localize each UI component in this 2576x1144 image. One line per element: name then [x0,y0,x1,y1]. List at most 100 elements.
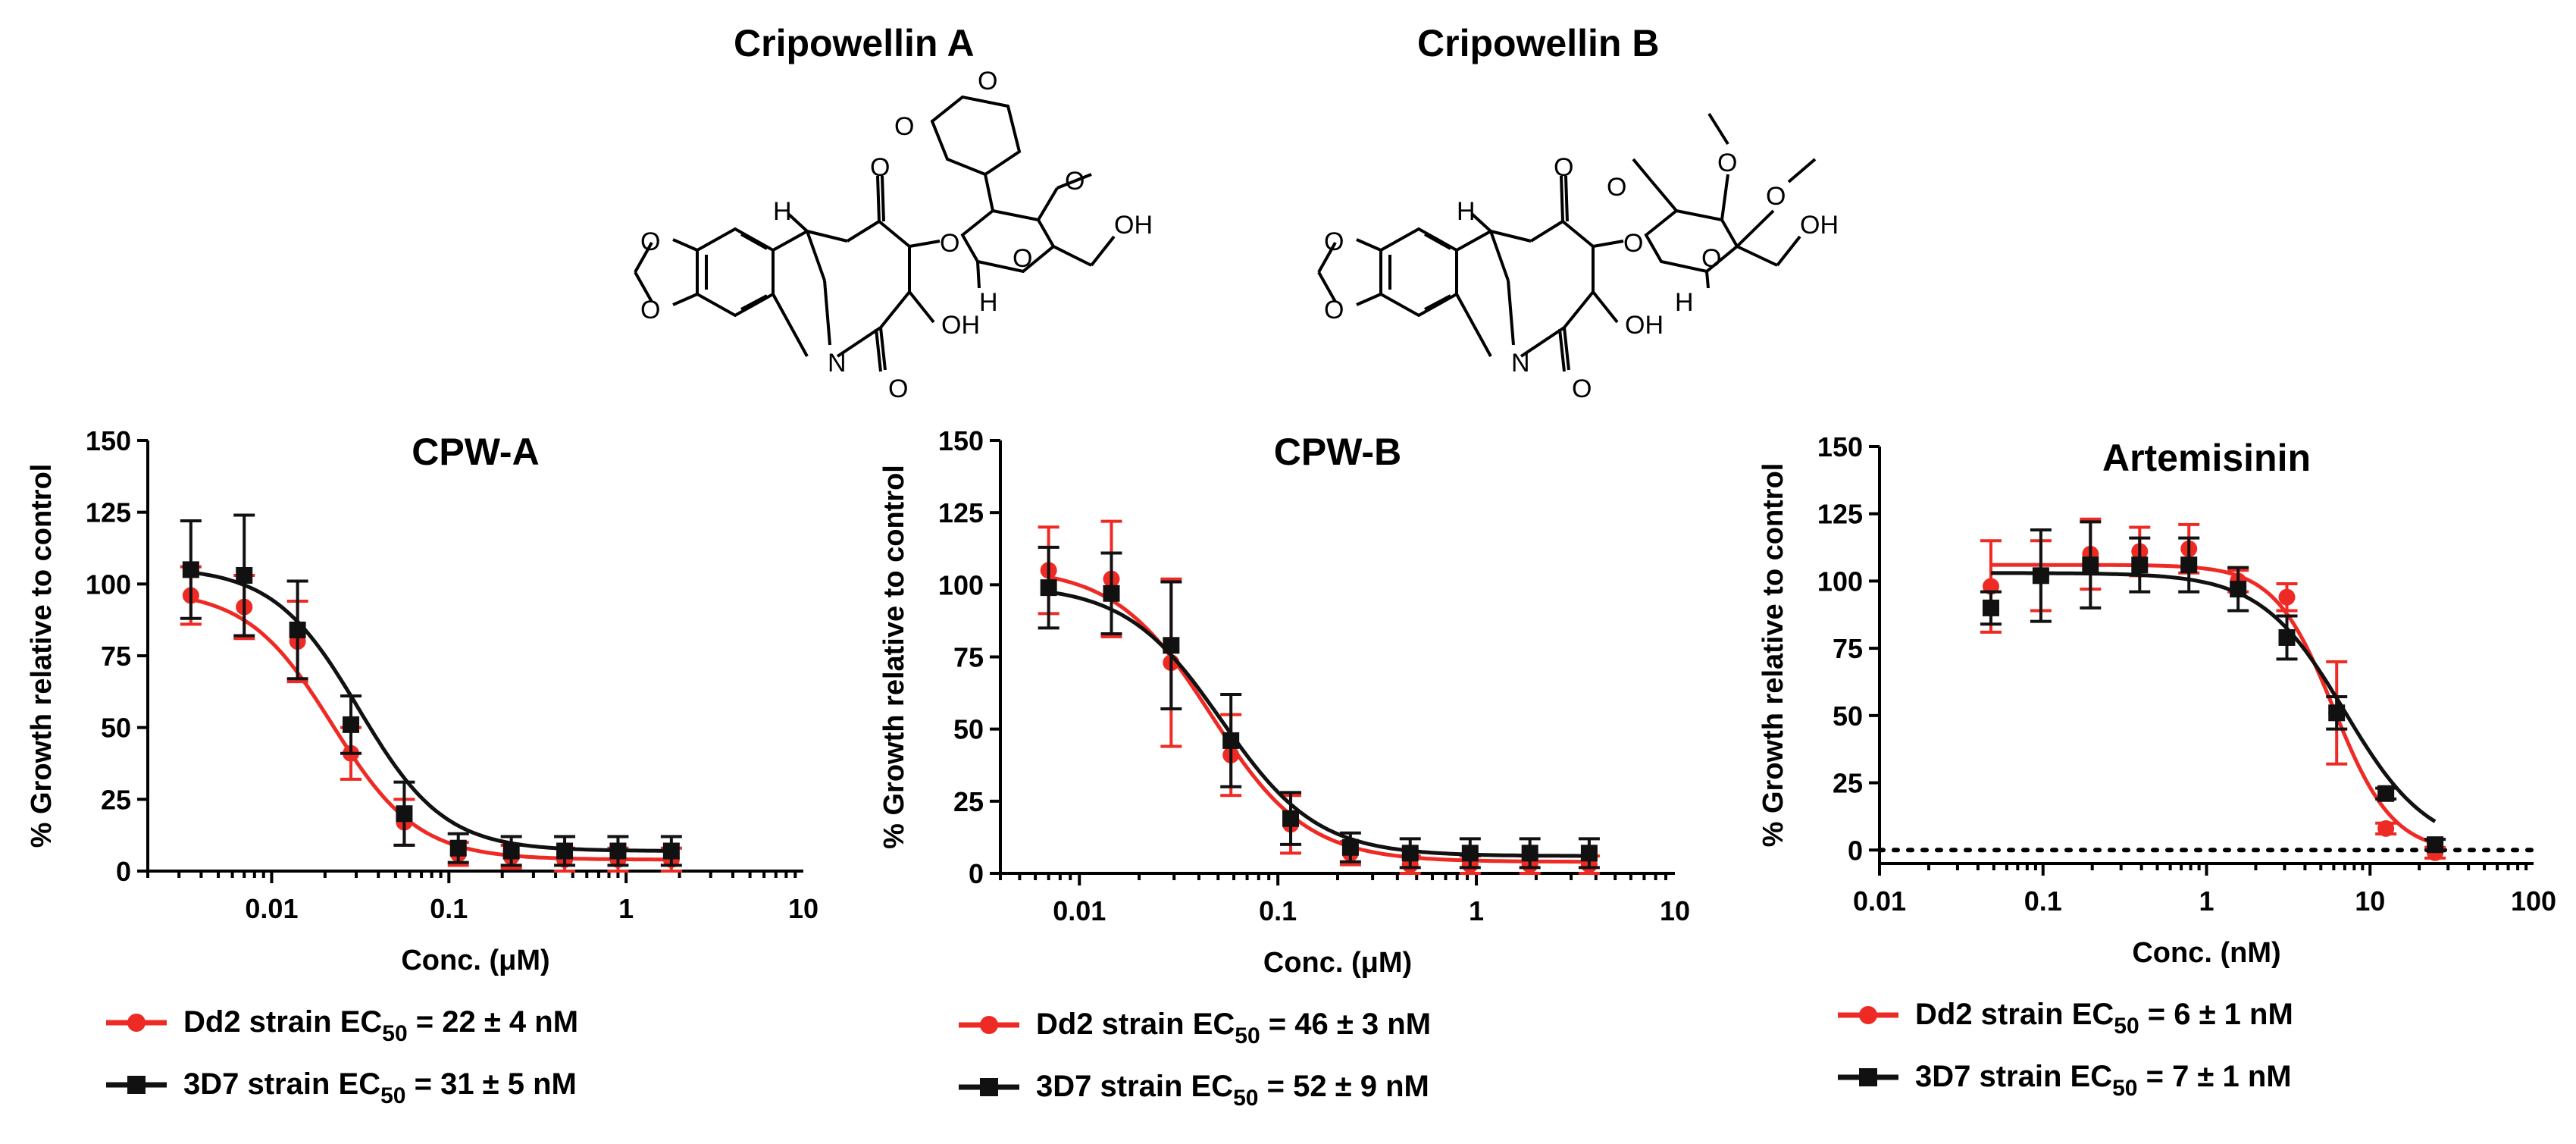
y-tick-label: 75 [101,641,131,672]
x-tick-label: 1 [1469,895,1484,926]
structure-title-cripowellin-a: Cripowellin A [734,22,975,64]
data-point [2427,836,2444,854]
x-tick-label: 100 [2511,885,2556,917]
y-tick-label: 0 [116,856,131,887]
fit-curve [1991,563,2436,846]
fit-curve [1048,575,1589,864]
x-axis-label: Conc. (μM) [401,945,549,976]
fit-curve [1991,571,2437,823]
y-tick-label: 50 [101,713,131,744]
atom-label: N [1511,349,1530,378]
y-axis-label: % Growth relative to control [878,465,910,849]
legend-label: 3D7 strain EC50 = 31 ± 5 nM [183,1067,577,1108]
atom-label: O [1572,375,1592,403]
atom-label: OH [1800,211,1839,240]
y-axis-label: % Growth relative to control [26,464,58,848]
legend-marker [127,1076,146,1094]
x-tick-label: 0.1 [430,893,468,924]
atom-label: O [1324,227,1344,256]
atom-label: O [640,296,660,324]
atom-label: N [828,349,847,378]
structure-title-cripowellin-b: Cripowellin B [1417,22,1660,64]
data-point [2377,785,2395,802]
y-tick-label: 125 [938,497,984,528]
atom-label: O [888,375,908,403]
legend-marker [980,1078,998,1096]
y-tick-label: 125 [1817,499,1863,530]
data-point [2180,556,2198,574]
legend-marker [980,1016,998,1034]
atom-label: OH [1625,311,1664,340]
y-tick-label: 25 [1833,768,1863,799]
y-tick-label: 100 [938,569,984,600]
y-tick-label: 0 [969,858,984,889]
y-tick-label: 150 [86,425,131,456]
y-tick-label: 25 [953,786,984,817]
atom-label: O [640,227,660,256]
fit-curve [190,597,671,862]
data-point [1103,585,1120,602]
data-point [609,842,627,860]
series-3d7: 3D7 strain EC50 = 52 ± 9 nM [959,545,1600,1111]
atom-label: O [1013,244,1032,273]
x-tick-label: 10 [788,893,818,924]
x-tick-label: 0.01 [245,893,298,924]
x-tick-label: 0.01 [1053,895,1106,926]
atom-label: O [1324,296,1344,324]
data-point [1461,845,1479,862]
atom-label: O [1554,153,1573,182]
data-point [2230,581,2247,598]
atom-label: OH [941,311,980,340]
x-tick-label: 0.1 [2024,885,2062,917]
data-point [449,839,467,857]
legend-label: Dd2 strain EC50 = 22 ± 4 nM [183,1005,578,1046]
data-point [2032,567,2049,585]
data-point [2278,628,2296,646]
x-tick-label: 0.01 [1853,885,1906,917]
chart-title: Artemisinin [2102,437,2311,479]
data-point [1341,838,1359,856]
atom-label: O [894,112,914,141]
fit-curve [190,570,671,853]
y-axis-label: % Growth relative to control [1758,463,1789,848]
data-point [2278,588,2296,606]
y-tick-label: 50 [1833,701,1863,732]
data-point [2082,556,2099,574]
chart-title: CPW-B [1274,431,1401,473]
x-axis-label: Conc. (nM) [2132,937,2280,969]
data-point [502,842,520,860]
data-point [396,805,413,823]
legend-label: Dd2 strain EC50 = 6 ± 1 nM [1915,998,2293,1039]
atom-label: H [1675,288,1694,317]
series-dd2: Dd2 strain EC50 = 22 ± 4 nM [106,565,682,1046]
data-point [1040,579,1057,597]
atom-label: O [978,67,997,96]
atom-label: O [1701,244,1721,273]
data-point [1163,637,1180,654]
y-tick-label: 0 [1848,835,1863,866]
data-point [1521,845,1538,862]
legend-marker [127,1014,146,1032]
atom-label: O [870,153,890,182]
structure-cripowellin-a-labels: O O H O N O OH O H O OH O O O [640,67,1153,403]
atom-label: O [1766,182,1786,211]
atom-label: O [1607,173,1626,202]
chemical-structures: O O H O N O OH O H O OH O O O [634,67,1839,403]
y-tick-label: 50 [953,714,984,745]
structure-cripowellin-a [634,95,1116,372]
structure-cripowellin-b-labels: O O H O N O OH O H O OH O O O [1324,149,1839,403]
legend-marker [1859,1006,1877,1024]
y-tick-label: 75 [953,642,984,673]
chart-title: CPW-A [412,431,539,473]
data-point [1401,845,1419,862]
chart-cpw-b: CPW-B 0 25 50 75 100 125 150 0.01 0.1 1 10 Conc. (μM… [878,425,1690,1111]
x-tick-label: 10 [2355,885,2385,917]
atom-label: H [979,288,998,317]
series-dd2: Dd2 strain EC50 = 6 ± 1 nM [1838,517,2446,1039]
x-tick-label: 0.1 [1259,895,1297,926]
data-point [289,621,306,638]
x-tick-label: 1 [618,893,634,924]
atom-label: O [1717,149,1737,177]
y-tick-label: 150 [938,425,984,456]
series-3d7: 3D7 strain EC50 = 7 ± 1 nM [1838,520,2446,1101]
